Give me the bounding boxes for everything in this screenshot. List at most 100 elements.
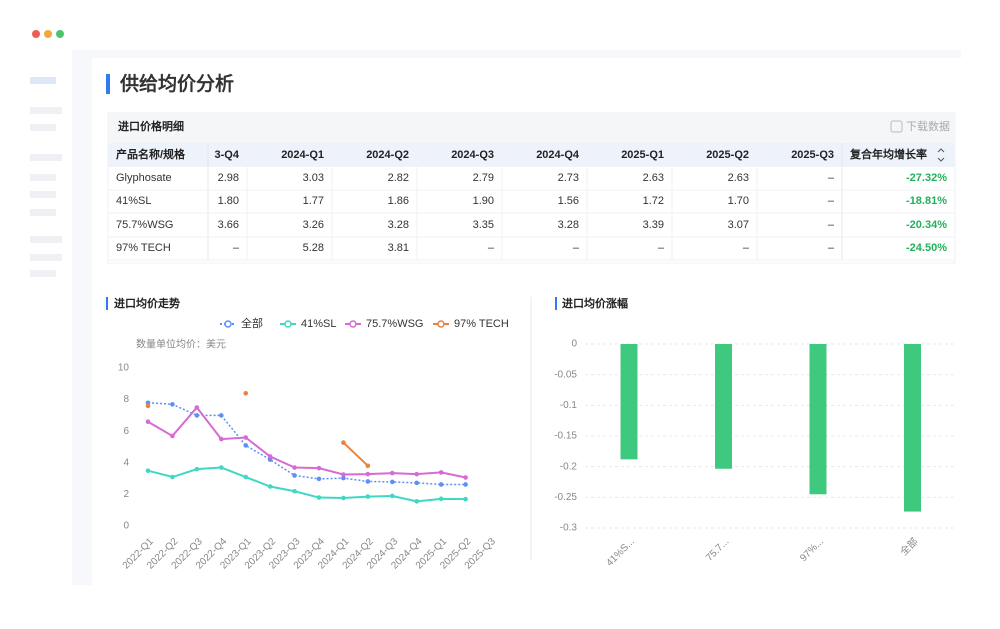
table-cell: – (233, 242, 240, 254)
table-cell: Glyphosate (116, 172, 172, 184)
point (267, 454, 273, 459)
chart-title: 进口均价走势 (114, 296, 180, 310)
y-tick-label: 0 (571, 339, 577, 350)
column-header: 复合年均增长率 (849, 147, 927, 161)
point (316, 476, 322, 482)
legend-label: 41%SL (301, 318, 336, 330)
table-cell: – (828, 242, 835, 254)
y-tick-label: -0.15 (554, 431, 577, 442)
column-header: 2024-Q4 (536, 149, 580, 161)
column-header: 3-Q4 (215, 149, 240, 161)
column-header: 2024-Q2 (366, 149, 409, 161)
point (292, 473, 297, 478)
table-cell: 5.28 (303, 242, 324, 254)
column-header: 2025-Q1 (621, 149, 664, 161)
table-cell: 3.26 (303, 219, 324, 231)
dot (44, 30, 52, 38)
table-cell: 1.80 (218, 195, 239, 207)
page-title: 供给均价分析 (119, 72, 234, 95)
point (170, 474, 175, 480)
point (243, 435, 249, 440)
table-cell: -24.50% (906, 242, 947, 254)
table-header (108, 143, 955, 167)
table-cell: 2.73 (558, 172, 579, 184)
series-line (342, 441, 369, 467)
point (414, 480, 420, 486)
table-cell: 2.98 (218, 172, 239, 184)
table-cell: – (573, 242, 580, 254)
table-cell: 3.07 (728, 219, 749, 231)
point (414, 499, 420, 504)
y-tick-label: 0 (123, 521, 129, 532)
table-cell: -27.32% (906, 172, 947, 184)
y-tick-label: 10 (118, 363, 130, 374)
sidebar (30, 77, 62, 277)
download-icon[interactable] (890, 120, 903, 133)
table-cell: 1.56 (558, 195, 579, 207)
point (463, 496, 468, 502)
table-cell: 2.63 (643, 172, 664, 184)
point (365, 463, 371, 469)
table-cell: 2.79 (473, 172, 494, 184)
y-tick-label: 2 (123, 489, 129, 500)
table-cell: 1.77 (303, 195, 324, 207)
point (292, 465, 297, 470)
point (194, 405, 200, 410)
legend-marker (437, 320, 445, 328)
table-cell: 3.28 (558, 219, 579, 231)
dot (56, 30, 64, 38)
chart-subtitle: 数量单位均价：美元 (136, 338, 226, 351)
point (463, 482, 468, 487)
table-cell: 3.28 (388, 219, 409, 231)
table-cell: 1.90 (473, 195, 494, 207)
point (316, 495, 322, 500)
legend-marker (224, 320, 232, 328)
table-cell: -18.81% (906, 195, 947, 207)
point (316, 465, 322, 471)
point (341, 495, 346, 501)
table-cell: – (743, 242, 750, 254)
table-cell: – (658, 242, 665, 254)
point (145, 419, 151, 425)
y-tick-label: -0.25 (554, 492, 577, 503)
table-cell: 1.70 (728, 195, 749, 207)
y-tick-label: -0.1 (560, 400, 578, 411)
y-tick-label: -0.2 (560, 461, 578, 472)
table-cell: 41%SL (116, 195, 151, 207)
point (414, 471, 420, 477)
legend-label: 75.7%WSG (366, 318, 423, 330)
legend-marker (284, 320, 292, 328)
point (194, 413, 200, 418)
table-cell: – (488, 242, 495, 254)
table-cell: 2.82 (388, 172, 409, 184)
point (389, 470, 395, 476)
point (170, 433, 175, 439)
sort-icon (937, 148, 945, 162)
table-title: 进口价格明细 (118, 119, 184, 133)
column-header: 2025-Q2 (706, 149, 749, 161)
series-line (147, 402, 466, 486)
table-cell: 1.86 (388, 195, 409, 207)
point (170, 402, 175, 407)
point (218, 413, 224, 418)
table-cell: 1.72 (643, 195, 664, 207)
bar (715, 344, 732, 469)
legend-marker (349, 320, 357, 328)
point (292, 488, 297, 494)
point (341, 475, 346, 481)
title-accent (106, 74, 110, 94)
table-toolbar (108, 113, 955, 143)
point (389, 493, 395, 499)
y-tick-label: 8 (123, 394, 129, 405)
point (365, 479, 371, 484)
y-tick-label: -0.05 (554, 369, 577, 380)
column-header: 2024-Q3 (451, 149, 494, 161)
point (341, 440, 346, 445)
point (243, 474, 249, 480)
point (438, 482, 444, 487)
table-cell: 2.63 (728, 172, 749, 184)
table-cell: 3.66 (218, 219, 239, 231)
download-button[interactable]: 下载数据 (906, 119, 950, 133)
point (145, 468, 151, 474)
